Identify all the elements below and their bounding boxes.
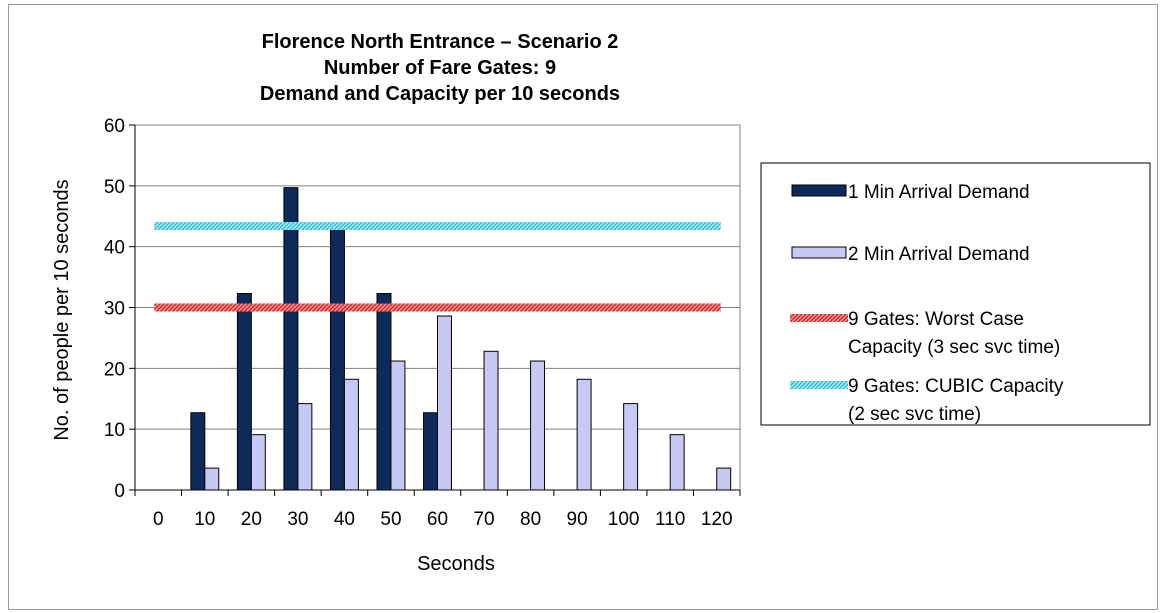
x-tick-label: 70: [473, 509, 494, 530]
bar-1min-demand: [190, 412, 206, 491]
x-tick-label: 10: [194, 509, 215, 530]
x-tick-label: 90: [567, 509, 588, 530]
y-tick-labels: 0 10 20 30 40 50 60: [104, 116, 125, 502]
legend-swatch-1min: [791, 184, 847, 197]
bar-1min-demand: [236, 293, 252, 491]
legend-label-worst-case-line-2: Capacity (3 sec svc time): [848, 337, 1060, 358]
bar-2min-demand: [483, 350, 499, 491]
bar-1min-demand: [329, 223, 345, 491]
bar-2min-demand: [530, 360, 546, 491]
x-tick-label: 40: [334, 509, 355, 530]
x-tick-label: 0: [153, 509, 164, 530]
legend-label-1min: 1 Min Arrival Demand: [848, 182, 1030, 203]
x-tick-label: 50: [380, 509, 401, 530]
capacity-lines: [154, 221, 721, 312]
legend-label-2min: 2 Min Arrival Demand: [848, 244, 1030, 265]
bar-1min-demand: [423, 412, 438, 491]
bar-2min-demand: [343, 378, 359, 491]
x-tick-label: 80: [520, 509, 541, 530]
y-axis-label: No. of people per 10 seconds: [51, 179, 73, 440]
x-tick-label: 60: [427, 509, 448, 530]
legend-swatch-2min: [791, 246, 847, 259]
capacity-line-cubic: [154, 221, 721, 230]
axes: [129, 124, 741, 496]
chart-title-line-1: Florence North Entrance – Scenario 2: [262, 31, 619, 53]
legend: 1 Min Arrival Demand 2 Min Arrival Deman…: [760, 162, 1151, 426]
bar-2min-demand: [390, 360, 406, 491]
x-axis-label: Seconds: [417, 553, 495, 575]
x-tick-label: 110: [655, 509, 685, 530]
legend-label-cubic-line-2: (2 sec svc time): [848, 404, 981, 425]
bar-1min-demand: [376, 293, 392, 491]
chart-frame: [8, 4, 1158, 610]
bar-2min-demand: [204, 467, 220, 491]
y-tick-label: 30: [104, 299, 125, 320]
x-tick-label: 120: [701, 509, 733, 530]
x-tick-label: 20: [241, 509, 262, 530]
capacity-line-worst-case: [154, 303, 721, 312]
bar-marks: [190, 187, 732, 491]
y-tick-label: 60: [104, 116, 125, 137]
legend-swatch-cubic: [790, 381, 848, 389]
x-tick-label: 30: [287, 509, 308, 530]
y-tick-label: 0: [114, 481, 125, 502]
bar-2min-demand: [437, 315, 452, 491]
legend-label-worst-case-line-1: 9 Gates: Worst Case: [848, 309, 1024, 330]
chart-title: Florence North Entrance – Scenario 2 Num…: [260, 31, 620, 105]
x-tick-label: 100: [608, 509, 640, 530]
bar-2min-demand: [716, 467, 732, 491]
bar-2min-demand: [250, 434, 266, 491]
x-tick-labels: 0 10 20 30 40 50 60 70 80 90 100 110 120: [153, 509, 733, 530]
y-tick-label: 20: [104, 359, 125, 380]
y-tick-label: 40: [104, 238, 125, 259]
legend-label-cubic-line-1: 9 Gates: CUBIC Capacity: [848, 376, 1064, 397]
bar-2min-demand: [623, 403, 639, 491]
bar-2min-demand: [297, 403, 313, 491]
y-tick-label: 50: [104, 177, 125, 198]
bar-2min-demand: [669, 434, 685, 491]
chart-title-line-2: Number of Fare Gates: 9: [324, 57, 556, 79]
bar-1min-demand: [283, 187, 299, 491]
bar-2min-demand: [576, 378, 592, 491]
chart-title-line-3: Demand and Capacity per 10 seconds: [260, 83, 620, 105]
y-tick-label: 10: [104, 420, 125, 441]
legend-swatch-worst-case: [790, 314, 848, 322]
